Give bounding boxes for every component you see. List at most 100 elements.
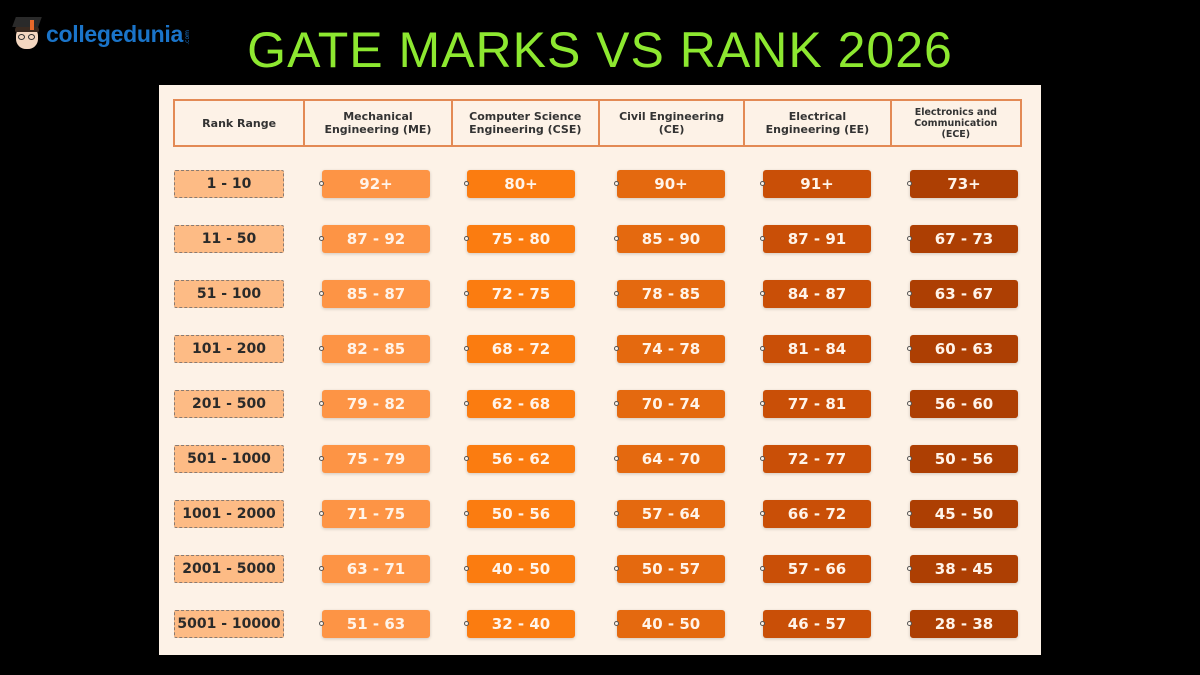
header-rank-range: Rank Range bbox=[175, 101, 306, 145]
rank-range-cell: 201 - 500 bbox=[174, 390, 284, 418]
marks-value: 70 - 74 bbox=[641, 395, 701, 413]
marks-value: 92+ bbox=[359, 175, 393, 193]
marks-cell-me: 85 - 87 bbox=[319, 280, 430, 308]
connector-dot-icon bbox=[760, 566, 765, 571]
marks-cell-me: 63 - 71 bbox=[319, 555, 430, 583]
connector-dot-icon bbox=[464, 346, 469, 351]
marks-value: 81 - 84 bbox=[787, 340, 847, 358]
marks-value: 87 - 91 bbox=[787, 230, 847, 248]
connector-dot-icon bbox=[464, 511, 469, 516]
header-cse: Computer Science Engineering (CSE) bbox=[453, 101, 600, 145]
marks-cell-ee: 77 - 81 bbox=[760, 390, 871, 418]
marks-cell-me: 79 - 82 bbox=[319, 390, 430, 418]
connector-dot-icon bbox=[614, 511, 619, 516]
connector-dot-icon bbox=[464, 291, 469, 296]
marks-cell-ece: 67 - 73 bbox=[907, 225, 1018, 253]
marks-value: 63 - 71 bbox=[346, 560, 406, 578]
marks-cell-ece: 50 - 56 bbox=[907, 445, 1018, 473]
connector-dot-icon bbox=[760, 181, 765, 186]
marks-value: 40 - 50 bbox=[491, 560, 551, 578]
marks-cell-ee: 91+ bbox=[760, 170, 871, 198]
rank-range-cell: 501 - 1000 bbox=[174, 445, 284, 473]
marks-cell-ece: 73+ bbox=[907, 170, 1018, 198]
table-row: 1001 - 2000 71 - 75 50 - 56 57 - 64 66 - 72 4… bbox=[159, 500, 1041, 530]
marks-cell-ce: 50 - 57 bbox=[614, 555, 725, 583]
marks-value: 75 - 80 bbox=[491, 230, 551, 248]
marks-cell-ce: 74 - 78 bbox=[614, 335, 725, 363]
connector-dot-icon bbox=[319, 236, 324, 241]
marks-cell-me: 71 - 75 bbox=[319, 500, 430, 528]
rank-range-cell: 2001 - 5000 bbox=[174, 555, 284, 583]
marks-cell-cse: 62 - 68 bbox=[464, 390, 575, 418]
marks-cell-ee: 46 - 57 bbox=[760, 610, 871, 638]
connector-dot-icon bbox=[614, 456, 619, 461]
rank-range-cell: 1001 - 2000 bbox=[174, 500, 284, 528]
connector-dot-icon bbox=[760, 511, 765, 516]
marks-cell-ce: 64 - 70 bbox=[614, 445, 725, 473]
marks-value: 56 - 62 bbox=[491, 450, 551, 468]
marks-value: 60 - 63 bbox=[934, 340, 994, 358]
marks-value: 32 - 40 bbox=[491, 615, 551, 633]
connector-dot-icon bbox=[464, 401, 469, 406]
marks-value: 67 - 73 bbox=[934, 230, 994, 248]
marks-cell-ce: 70 - 74 bbox=[614, 390, 725, 418]
connector-dot-icon bbox=[907, 621, 912, 626]
marks-value: 72 - 77 bbox=[787, 450, 847, 468]
marks-value: 63 - 67 bbox=[934, 285, 994, 303]
marks-value: 51 - 63 bbox=[346, 615, 406, 633]
connector-dot-icon bbox=[614, 181, 619, 186]
marks-value: 62 - 68 bbox=[491, 395, 551, 413]
marks-cell-ce: 85 - 90 bbox=[614, 225, 725, 253]
marks-value: 80+ bbox=[504, 175, 538, 193]
marks-value: 28 - 38 bbox=[934, 615, 994, 633]
marks-value: 74 - 78 bbox=[641, 340, 701, 358]
connector-dot-icon bbox=[464, 181, 469, 186]
marks-value: 50 - 56 bbox=[491, 505, 551, 523]
marks-cell-me: 75 - 79 bbox=[319, 445, 430, 473]
marks-cell-ce: 90+ bbox=[614, 170, 725, 198]
connector-dot-icon bbox=[319, 456, 324, 461]
connector-dot-icon bbox=[319, 621, 324, 626]
table-row: 501 - 1000 75 - 79 56 - 62 64 - 70 72 - 77 50… bbox=[159, 445, 1041, 475]
table-row: 2001 - 5000 63 - 71 40 - 50 50 - 57 57 - 66 3… bbox=[159, 555, 1041, 585]
connector-dot-icon bbox=[760, 621, 765, 626]
marks-value: 85 - 90 bbox=[641, 230, 701, 248]
marks-cell-ce: 40 - 50 bbox=[614, 610, 725, 638]
marks-value: 66 - 72 bbox=[787, 505, 847, 523]
rank-range-cell: 101 - 200 bbox=[174, 335, 284, 363]
connector-dot-icon bbox=[614, 621, 619, 626]
connector-dot-icon bbox=[319, 291, 324, 296]
marks-value: 91+ bbox=[800, 175, 834, 193]
table-row: 11 - 50 87 - 92 75 - 80 85 - 90 87 - 91 67 - … bbox=[159, 225, 1041, 255]
rank-range-cell: 1 - 10 bbox=[174, 170, 284, 198]
marks-cell-cse: 40 - 50 bbox=[464, 555, 575, 583]
connector-dot-icon bbox=[464, 621, 469, 626]
marks-cell-ee: 87 - 91 bbox=[760, 225, 871, 253]
marks-value: 87 - 92 bbox=[346, 230, 406, 248]
marks-cell-ece: 38 - 45 bbox=[907, 555, 1018, 583]
connector-dot-icon bbox=[319, 401, 324, 406]
marks-value: 46 - 57 bbox=[787, 615, 847, 633]
marks-cell-ece: 60 - 63 bbox=[907, 335, 1018, 363]
marks-cell-cse: 32 - 40 bbox=[464, 610, 575, 638]
table-row: 201 - 500 79 - 82 62 - 68 70 - 74 77 - 81 56 … bbox=[159, 390, 1041, 420]
marks-cell-cse: 75 - 80 bbox=[464, 225, 575, 253]
marks-value: 72 - 75 bbox=[491, 285, 551, 303]
marks-value: 90+ bbox=[654, 175, 688, 193]
marks-cell-me: 82 - 85 bbox=[319, 335, 430, 363]
marks-cell-cse: 50 - 56 bbox=[464, 500, 575, 528]
marks-cell-me: 51 - 63 bbox=[319, 610, 430, 638]
marks-cell-ee: 66 - 72 bbox=[760, 500, 871, 528]
marks-vs-rank-table: Rank Range Mechanical Engineering (ME) C… bbox=[159, 85, 1041, 655]
connector-dot-icon bbox=[614, 236, 619, 241]
student-mascot-icon bbox=[12, 17, 42, 51]
marks-value: 79 - 82 bbox=[346, 395, 406, 413]
marks-cell-me: 92+ bbox=[319, 170, 430, 198]
table-row: 1 - 10 92+ 80+ 90+ 91+ 73+ bbox=[159, 170, 1041, 200]
connector-dot-icon bbox=[907, 236, 912, 241]
marks-cell-ce: 78 - 85 bbox=[614, 280, 725, 308]
marks-cell-ee: 57 - 66 bbox=[760, 555, 871, 583]
marks-cell-cse: 68 - 72 bbox=[464, 335, 575, 363]
rank-range-cell: 51 - 100 bbox=[174, 280, 284, 308]
page-title: GATE MARKS VS RANK 2026 bbox=[247, 22, 953, 78]
